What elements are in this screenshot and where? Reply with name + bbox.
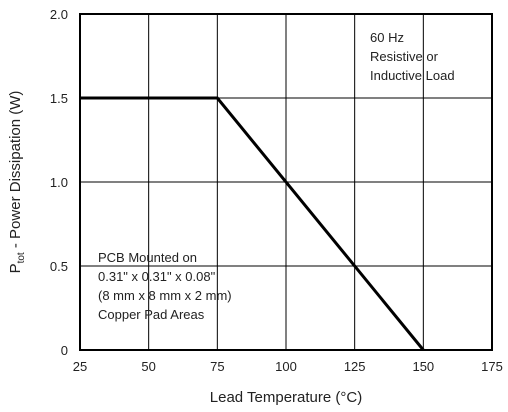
x-tick-label-50: 50 — [141, 359, 155, 374]
annotation-line: Resistive or — [370, 49, 439, 64]
annotation-line: (8 mm x 8 mm x 2 mm) — [98, 288, 232, 303]
annotation-line: PCB Mounted on — [98, 250, 197, 265]
annotation-line: Copper Pad Areas — [98, 307, 205, 322]
annotation-top-right: 60 Hz Resistive or Inductive Load — [370, 30, 455, 83]
y-tick-label-1: 0.5 — [50, 259, 68, 274]
series-group — [80, 96, 425, 351]
x-tick-labels: 25 50 75 100 125 150 175 — [73, 359, 503, 374]
x-tick-label-100: 100 — [275, 359, 297, 374]
x-tick-label-25: 25 — [73, 359, 87, 374]
x-tick-label-150: 150 — [412, 359, 434, 374]
y-axis-label: Ptot - Power Dissipation (W) — [7, 91, 27, 274]
y-tick-label-4: 2.0 — [50, 7, 68, 22]
annotations: 60 Hz Resistive or Inductive Load PCB Mount… — [98, 30, 455, 322]
annotation-line: Inductive Load — [370, 68, 455, 83]
y-axis-label-prefix: P — [7, 263, 24, 273]
y-tick-label-3: 1.5 — [50, 91, 68, 106]
x-tick-label-175: 175 — [481, 359, 503, 374]
y-axis-label-subscript: tot — [16, 252, 27, 263]
annotation-line: 60 Hz — [370, 30, 404, 45]
y-tick-label-0: 0 — [61, 343, 68, 358]
x-axis-label: Lead Temperature (°C) — [210, 389, 362, 406]
y-tick-labels: 0 0.5 1.0 1.5 2.0 — [50, 7, 68, 358]
y-tick-label-2: 1.0 — [50, 175, 68, 190]
annotation-bottom-left: PCB Mounted on 0.31" x 0.31" x 0.08" (8 mm… — [98, 250, 232, 322]
y-axis-label-suffix: - Power Dissipation (W) — [7, 91, 24, 253]
plot-frame — [79, 13, 493, 351]
annotation-line: 0.31" x 0.31" x 0.08" — [98, 269, 216, 284]
x-tick-label-125: 125 — [344, 359, 366, 374]
series-line-0 — [80, 96, 425, 351]
x-tick-label-75: 75 — [210, 359, 224, 374]
